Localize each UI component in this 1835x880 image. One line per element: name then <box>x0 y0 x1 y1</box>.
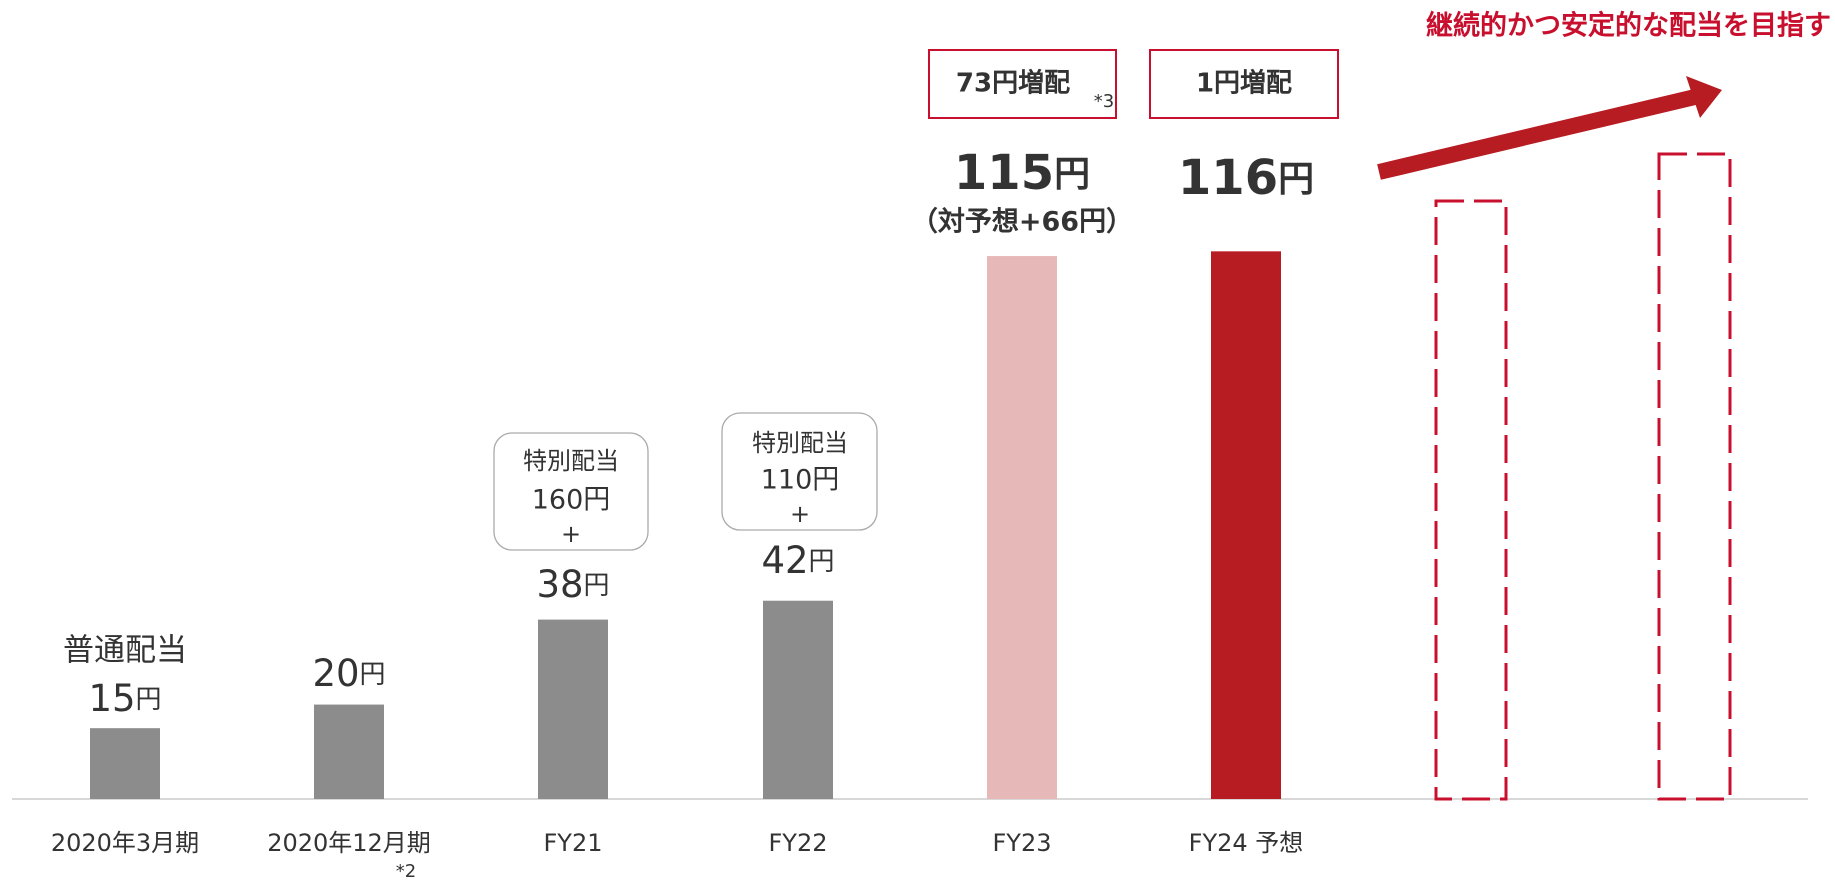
special-bracket <box>721 412 878 531</box>
goal-arrow <box>1377 89 1697 180</box>
special-amount: 110円 <box>761 465 840 496</box>
forecast-diff: （対予想+66円） <box>911 207 1133 238</box>
x-tick-label: 2020年12月期 <box>267 829 431 857</box>
x-tick-label: FY24 予想 <box>1189 829 1304 857</box>
value-label: 15円 <box>88 677 161 720</box>
value-label: 38円 <box>536 563 609 606</box>
special-bracket <box>493 432 649 551</box>
x-tick-label: FY21 <box>543 829 602 857</box>
goal-text: 継続的かつ安定的な配当を目指す <box>1426 10 1831 42</box>
bar <box>90 728 160 799</box>
value-label: 115円 <box>954 145 1090 201</box>
x-tick-label: FY22 <box>768 829 827 857</box>
bar <box>763 600 833 799</box>
special-label: 特別配当 <box>523 447 619 475</box>
special-amount: 160円 <box>532 485 611 516</box>
bar <box>1211 251 1281 799</box>
footnote-mark: *2 <box>396 861 416 880</box>
special-plus: + <box>790 500 810 528</box>
x-tick-label: 2020年3月期 <box>51 829 199 857</box>
increase-note: *3 <box>1094 91 1114 112</box>
future-bar-outline <box>1434 199 1508 801</box>
special-label: 特別配当 <box>752 429 848 457</box>
increase-box <box>928 49 1117 119</box>
x-tick-label: FY23 <box>992 829 1051 857</box>
increase-label: 73円増配 <box>956 69 1070 99</box>
value-label: 42円 <box>761 539 834 582</box>
increase-box <box>1149 49 1339 119</box>
bar <box>538 619 608 799</box>
future-bar-outline <box>1657 152 1732 801</box>
special-plus: + <box>561 520 581 548</box>
increase-label: 1円増配 <box>1196 69 1292 99</box>
value-label: 116円 <box>1178 150 1314 206</box>
value-label: 20円 <box>312 652 385 695</box>
bar <box>987 256 1057 799</box>
bar <box>314 704 384 799</box>
ordinary-label: 普通配当 <box>63 633 187 669</box>
goal-arrow-head <box>1686 76 1722 118</box>
